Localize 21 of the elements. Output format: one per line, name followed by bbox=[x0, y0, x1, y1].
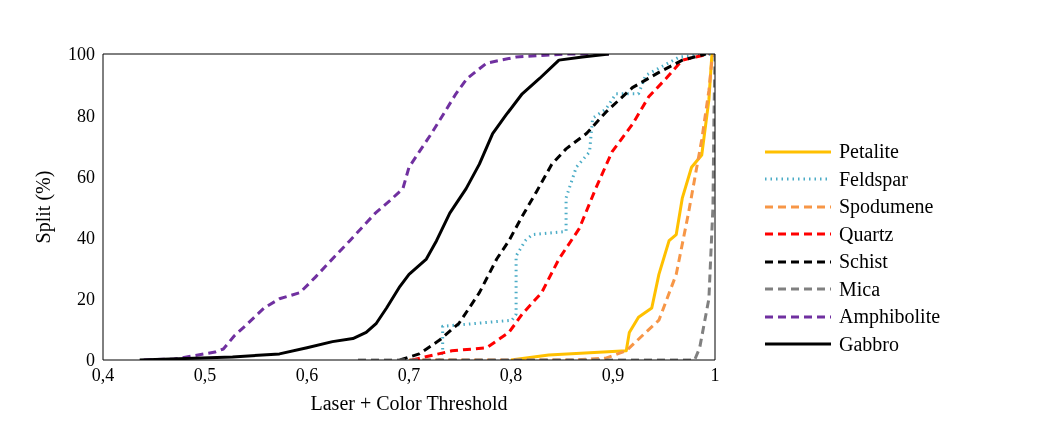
x-tick-label: 0,7 bbox=[397, 364, 421, 385]
y-tick-label: 100 bbox=[68, 44, 95, 65]
legend-label: Spodumene bbox=[839, 195, 934, 219]
y-tick-label: 80 bbox=[77, 105, 95, 126]
y-tick-label: 20 bbox=[77, 289, 95, 310]
y-tick-label: 40 bbox=[77, 227, 95, 248]
x-tick-label: 0,6 bbox=[295, 364, 319, 385]
legend-label: Quartz bbox=[839, 222, 894, 246]
x-tick-label: 1 bbox=[710, 364, 720, 385]
legend-label: Gabbro bbox=[839, 332, 899, 356]
y-tick-label: 60 bbox=[77, 166, 95, 187]
legend-label: Schist bbox=[839, 250, 888, 274]
y-axis-title: Split (%) bbox=[32, 170, 56, 244]
legend-label: Mica bbox=[839, 277, 881, 301]
legend-label: Petalite bbox=[839, 140, 899, 164]
legend-label: Amphibolite bbox=[839, 305, 941, 329]
legend-label: Feldspar bbox=[839, 167, 908, 191]
x-axis-title: Laser + Color Threshold bbox=[310, 392, 508, 414]
x-tick-label: 0,8 bbox=[499, 364, 523, 385]
x-tick-label: 0,5 bbox=[193, 364, 217, 385]
x-tick-label: 0,9 bbox=[601, 364, 625, 385]
